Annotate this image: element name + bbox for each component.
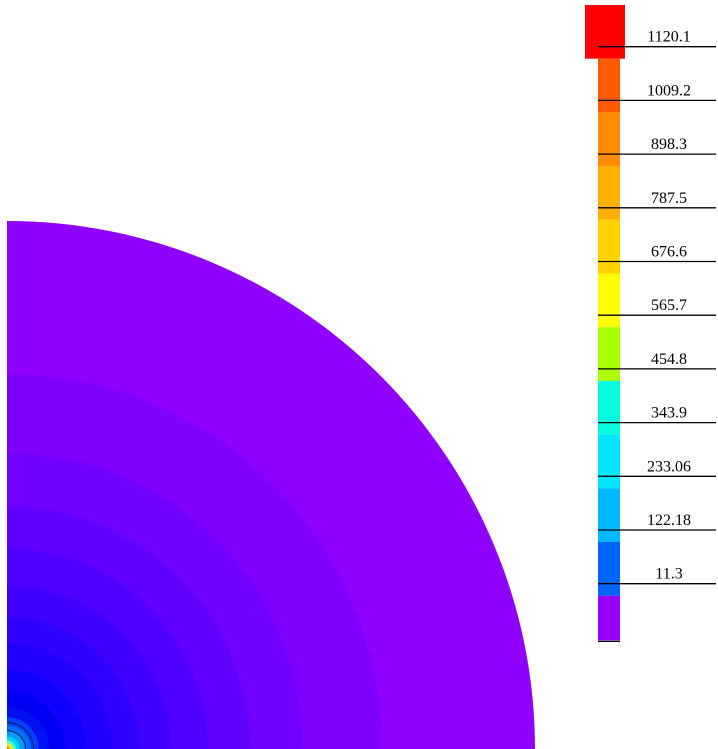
colorbar-label-2: 898.3 [651, 136, 687, 153]
colorbar-swatch-1 [598, 58, 620, 113]
colorbar-swatch-6 [598, 327, 620, 381]
colorbar-label-8: 233.06 [647, 458, 691, 475]
colorbar-swatch-8 [598, 434, 620, 489]
colorbar-label-4: 676.6 [651, 244, 687, 261]
colorbar-swatch-4 [598, 219, 620, 274]
colorbar-label-6: 454.8 [651, 351, 687, 368]
colorbar-label-7: 343.9 [651, 405, 687, 422]
contour-line-0 [6, 730, 26, 749]
colorbar-label-10: 11.3 [655, 566, 682, 583]
colorbar-label-5: 565.7 [651, 297, 687, 314]
colorbar: 1120.1 1009.2 898.3 787.5 676.6 565.7 454.8 343… [585, 5, 716, 643]
colorbar-swatch-10 [598, 542, 620, 596]
colorbar-label-0: 1120.1 [647, 29, 690, 46]
colorbar-swatch-3 [598, 166, 620, 220]
contour-band-18 [7, 746, 10, 749]
colorbar-swatch-7 [598, 380, 620, 435]
colorbar-swatch-11 [598, 595, 620, 641]
contour-field [6, 221, 535, 749]
colorbar-swatch-5 [598, 273, 620, 328]
contour-line-1 [6, 722, 34, 749]
colorbar-swatch-9 [598, 488, 620, 542]
colorbar-swatch-2 [598, 112, 620, 167]
colorbar-label-9: 122.18 [647, 512, 691, 529]
colorbar-label-1: 1009.2 [647, 82, 691, 99]
colorbar-label-3: 787.5 [651, 190, 687, 207]
colorbar-swatch-0 [585, 5, 625, 59]
